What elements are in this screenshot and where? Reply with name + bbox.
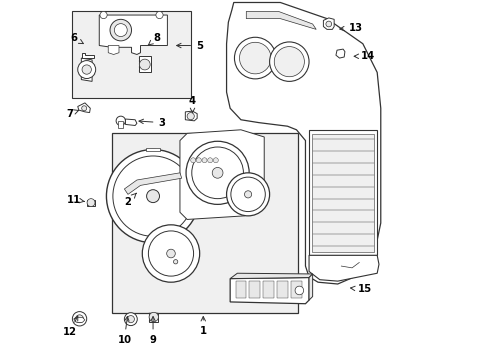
Circle shape [127, 316, 134, 323]
Circle shape [110, 19, 131, 41]
Polygon shape [86, 200, 95, 206]
Polygon shape [235, 281, 246, 298]
Circle shape [202, 158, 206, 163]
Circle shape [325, 21, 331, 27]
Circle shape [149, 312, 158, 321]
Circle shape [87, 199, 95, 207]
Circle shape [82, 65, 91, 74]
Circle shape [106, 149, 199, 243]
Polygon shape [311, 134, 373, 252]
Polygon shape [99, 15, 167, 54]
Text: 13: 13 [339, 23, 362, 33]
Polygon shape [263, 281, 274, 298]
Polygon shape [290, 281, 301, 298]
Polygon shape [145, 148, 160, 150]
Polygon shape [118, 121, 123, 128]
Circle shape [146, 190, 159, 203]
Polygon shape [335, 49, 344, 58]
Text: 9: 9 [149, 316, 156, 345]
Circle shape [76, 315, 83, 323]
Bar [72, 12, 190, 98]
Text: 11: 11 [67, 195, 84, 205]
Polygon shape [230, 273, 312, 279]
Circle shape [230, 177, 265, 212]
Circle shape [234, 37, 276, 79]
Circle shape [239, 42, 270, 74]
Circle shape [72, 312, 86, 326]
Circle shape [212, 167, 223, 178]
Polygon shape [185, 111, 197, 121]
Polygon shape [108, 45, 119, 54]
Circle shape [124, 313, 137, 325]
Polygon shape [125, 119, 137, 126]
Polygon shape [249, 281, 260, 298]
Text: 3: 3 [139, 118, 165, 128]
Circle shape [116, 116, 125, 126]
Circle shape [185, 141, 249, 204]
Text: 6: 6 [70, 33, 83, 44]
Polygon shape [139, 56, 151, 72]
Polygon shape [180, 130, 264, 220]
Circle shape [113, 156, 193, 236]
Bar [112, 134, 298, 313]
Circle shape [100, 12, 107, 19]
Circle shape [226, 173, 269, 216]
Text: 10: 10 [117, 316, 131, 345]
Circle shape [213, 158, 218, 163]
Polygon shape [148, 313, 158, 321]
Circle shape [78, 60, 96, 78]
Text: 15: 15 [350, 284, 371, 294]
Text: 12: 12 [62, 316, 78, 337]
Polygon shape [78, 103, 90, 113]
Polygon shape [277, 281, 287, 298]
Polygon shape [124, 173, 182, 194]
Polygon shape [226, 3, 380, 284]
Polygon shape [323, 18, 333, 30]
Circle shape [173, 260, 178, 264]
Circle shape [114, 24, 127, 37]
Text: 5: 5 [176, 41, 203, 50]
Circle shape [269, 42, 308, 81]
Polygon shape [308, 255, 378, 281]
Circle shape [244, 191, 251, 198]
Circle shape [294, 286, 303, 295]
Circle shape [274, 46, 304, 77]
Text: 4: 4 [188, 96, 196, 113]
Polygon shape [308, 130, 376, 255]
Text: 14: 14 [353, 51, 374, 61]
Circle shape [142, 225, 199, 282]
Text: 7: 7 [66, 109, 79, 119]
Polygon shape [81, 58, 92, 81]
Circle shape [191, 147, 243, 199]
Circle shape [139, 59, 150, 70]
Polygon shape [230, 278, 308, 304]
Circle shape [166, 249, 175, 258]
Polygon shape [74, 318, 85, 322]
Text: 2: 2 [124, 193, 136, 207]
Circle shape [207, 158, 212, 163]
Circle shape [148, 231, 193, 276]
Polygon shape [246, 12, 316, 30]
Circle shape [81, 106, 86, 111]
Circle shape [190, 158, 195, 163]
Circle shape [187, 113, 194, 120]
Polygon shape [82, 53, 94, 58]
Text: 8: 8 [148, 33, 160, 45]
Bar [188, 175, 208, 184]
Circle shape [156, 12, 163, 19]
Text: 1: 1 [199, 316, 206, 336]
Circle shape [196, 158, 201, 163]
Polygon shape [308, 274, 312, 300]
